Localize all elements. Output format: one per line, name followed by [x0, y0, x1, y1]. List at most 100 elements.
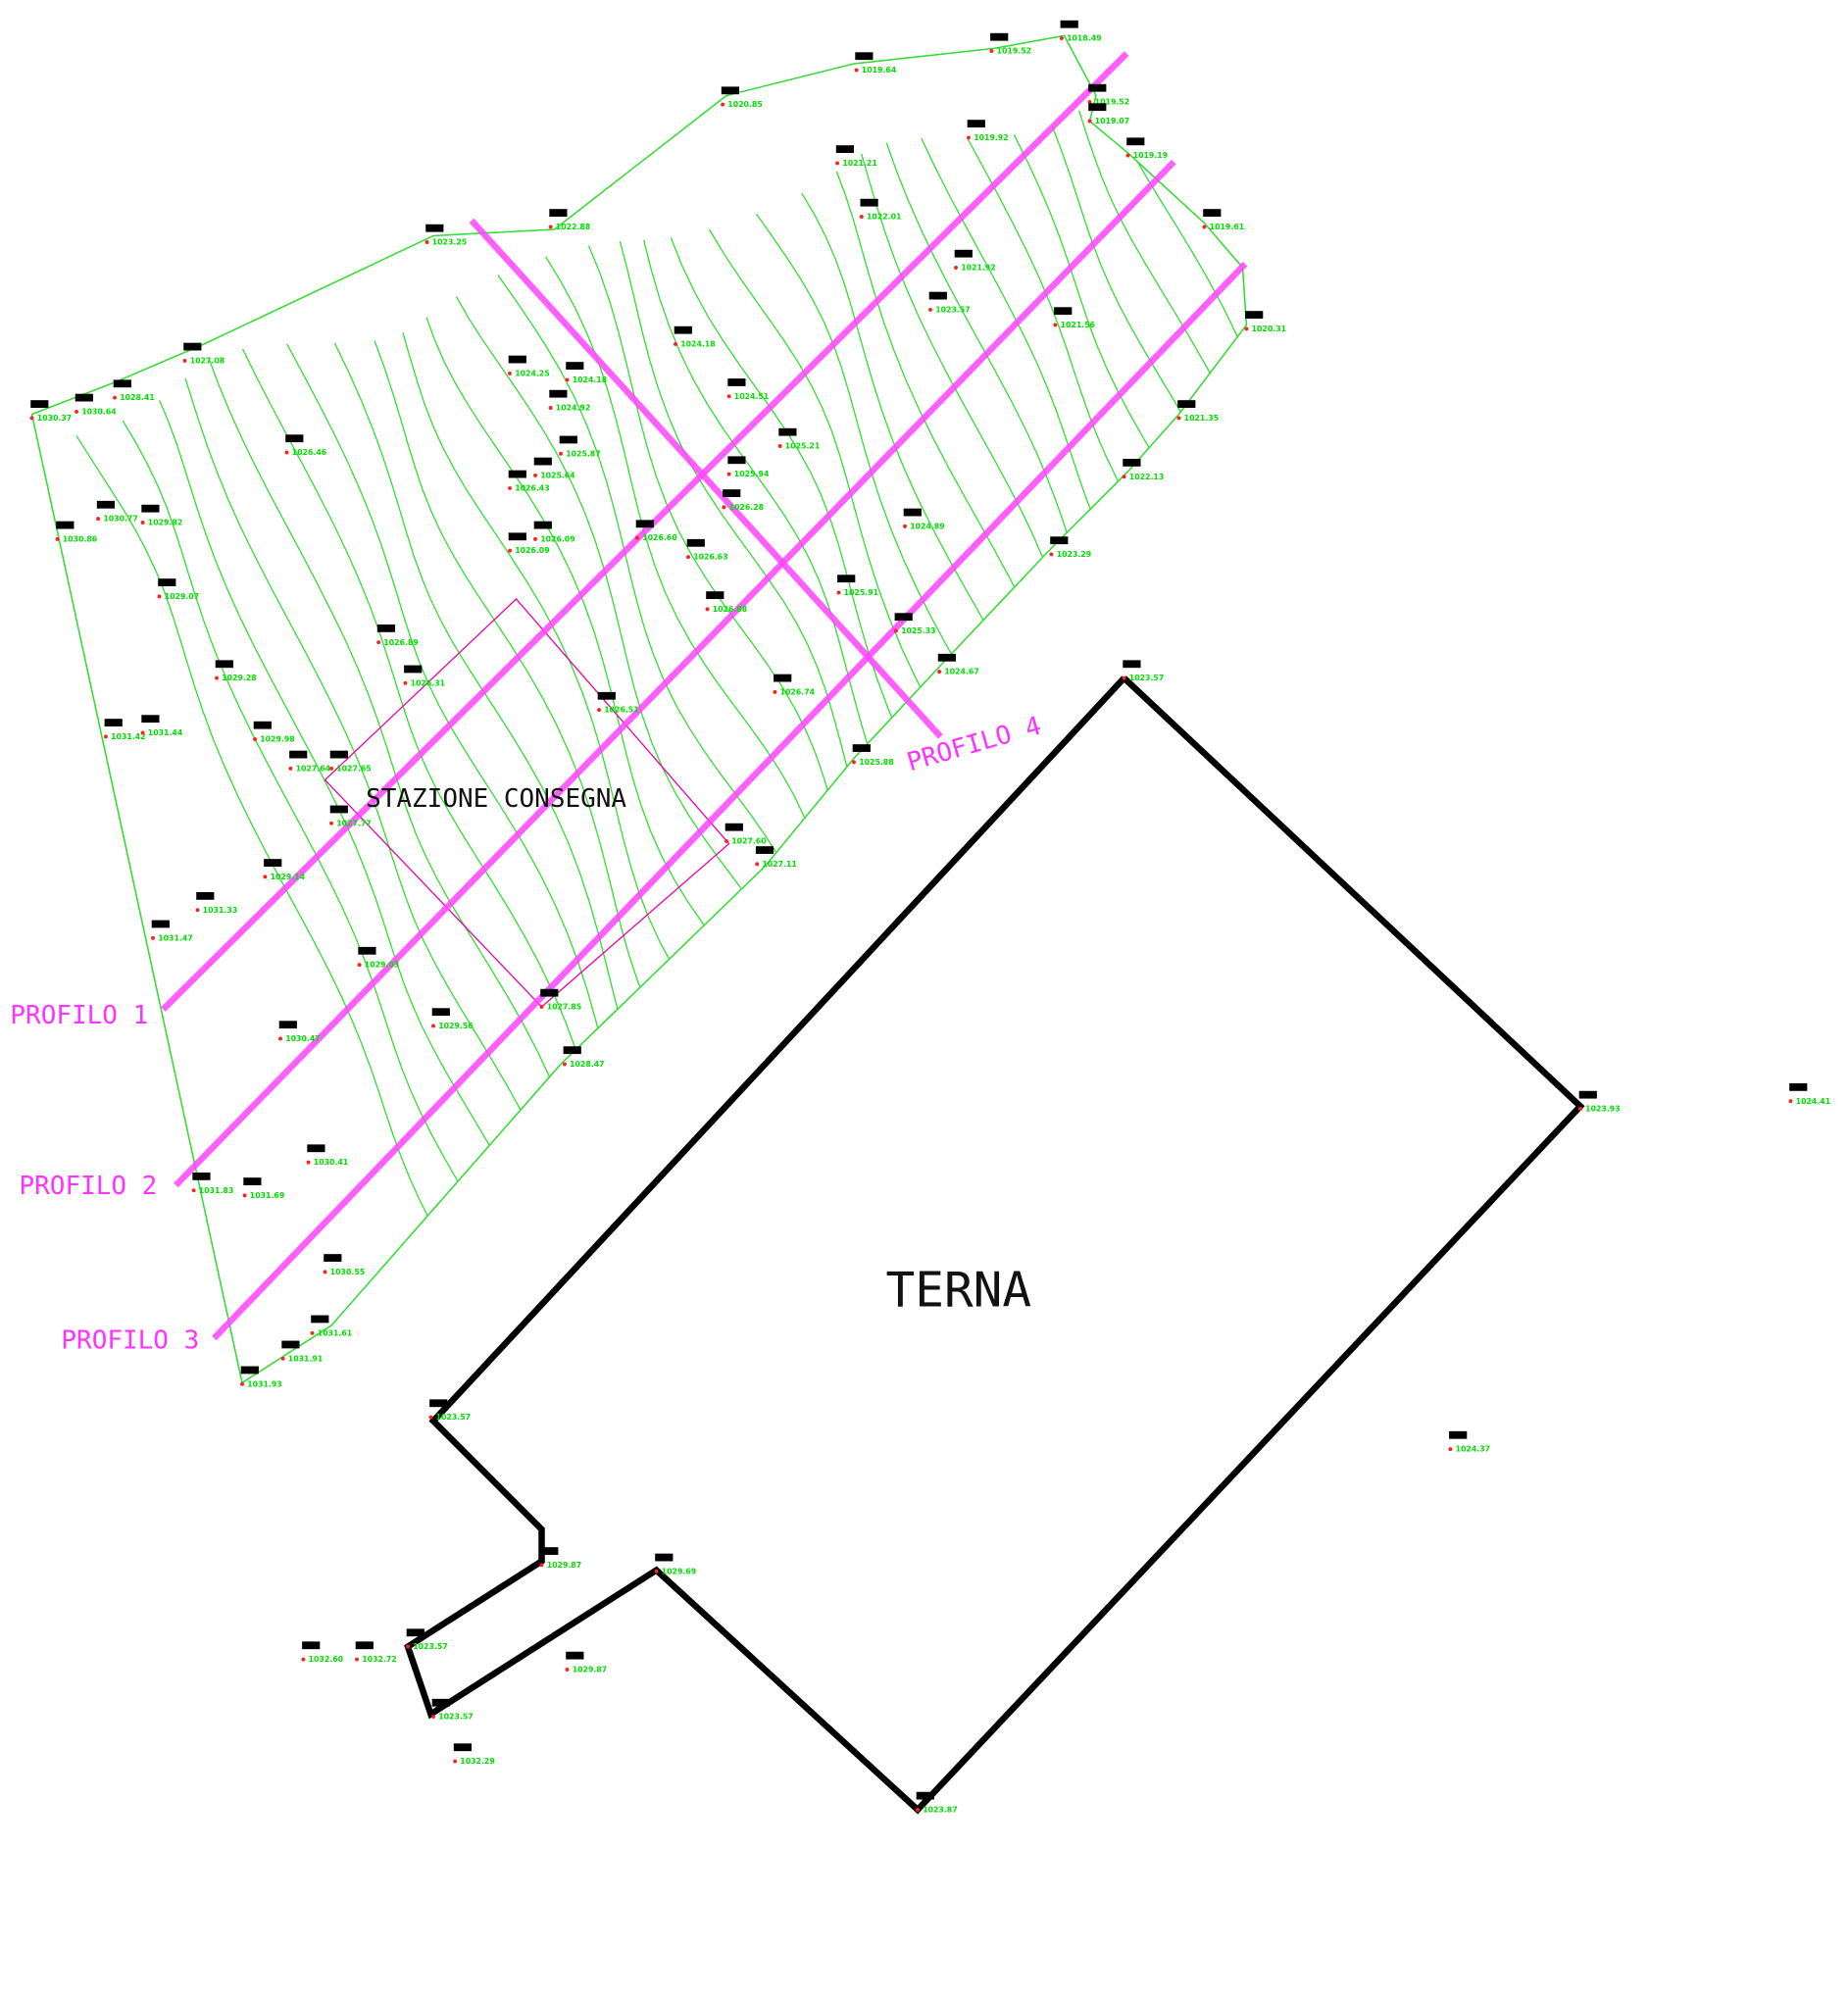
- survey-point: 1031.91: [280, 1340, 323, 1363]
- point-marker: [240, 1381, 244, 1386]
- point-marker: [635, 535, 639, 540]
- survey-point: 1021.92: [954, 249, 996, 273]
- survey-point: 1021.35: [1176, 400, 1219, 423]
- elevation-label: 1024.18: [680, 340, 715, 349]
- elevation-label: 1029.82: [148, 519, 182, 527]
- point-code: [508, 532, 526, 541]
- survey-point: 1025.64: [533, 457, 575, 479]
- survey-point: 1026.60: [635, 520, 677, 542]
- point-code: [96, 500, 116, 509]
- point-code: [289, 750, 308, 759]
- elevation-label: 1031.93: [247, 1379, 281, 1388]
- elevation-label: 1018.49: [1067, 34, 1101, 43]
- point-marker: [376, 640, 381, 645]
- point-code: [404, 665, 423, 674]
- contour-line: [1013, 133, 1247, 1136]
- point-code: [302, 1641, 321, 1650]
- point-marker: [431, 1024, 435, 1028]
- elevation-label: 1025.94: [734, 470, 770, 478]
- point-marker: [288, 766, 293, 771]
- survey-point: 1029.56: [431, 1008, 474, 1030]
- point-marker: [597, 708, 601, 713]
- point-code: [635, 520, 654, 528]
- elevation-label: 1029.03: [365, 961, 399, 970]
- elevation-label: 1023.57: [1129, 674, 1164, 682]
- point-marker: [406, 1644, 410, 1649]
- point-marker: [928, 307, 932, 312]
- elevation-label: 1025.88: [859, 758, 893, 767]
- elevation-label: 1022.13: [1129, 473, 1164, 481]
- survey-point: 1026.46: [284, 434, 326, 457]
- survey-point: 1029.14: [263, 859, 306, 881]
- point-marker: [903, 524, 907, 528]
- point-marker: [533, 536, 537, 541]
- survey-point: 1023.87: [916, 1791, 958, 1815]
- contour-line: [402, 332, 847, 1341]
- point-code: [674, 325, 692, 334]
- survey-point: 1022.88: [548, 209, 590, 231]
- elevation-label: 1026.60: [642, 533, 677, 542]
- survey-point: 1030.55: [323, 1254, 365, 1276]
- point-code: [1789, 1082, 1808, 1091]
- survey-point: 1029.98: [253, 721, 295, 744]
- survey-point: 1025.33: [893, 613, 936, 635]
- elevation-label: 1029.69: [662, 1567, 696, 1575]
- point-marker: [686, 555, 690, 560]
- point-marker: [113, 395, 117, 400]
- profile-line: [212, 261, 1248, 1341]
- elevation-label: 1030.86: [63, 534, 97, 543]
- profile-line: [469, 218, 943, 739]
- point-code: [727, 378, 746, 386]
- survey-point: 1025.87: [559, 435, 601, 458]
- point-code: [721, 86, 740, 95]
- station-label: STAZIONE CONSEGNA: [366, 784, 626, 814]
- elevation-label: 1027.65: [336, 764, 371, 773]
- elevation-label: 1030.41: [314, 1158, 348, 1167]
- point-marker: [721, 102, 725, 107]
- elevation-label: 1023.25: [432, 238, 467, 247]
- point-code: [937, 653, 956, 662]
- elevation-label: 1027.08: [190, 356, 225, 365]
- point-marker: [1202, 225, 1207, 229]
- point-marker: [722, 505, 726, 510]
- survey-point: 1019.07: [1087, 103, 1129, 125]
- point-marker: [1059, 36, 1064, 40]
- point-marker: [724, 839, 728, 843]
- elevation-label: 1024.18: [573, 375, 607, 384]
- point-code: [285, 434, 304, 443]
- survey-point: 1024.41: [1788, 1082, 1830, 1106]
- elevation-label: 1029.14: [271, 873, 306, 881]
- survey-point: 1024.92: [548, 389, 590, 413]
- point-marker: [182, 358, 187, 363]
- point-code: [727, 456, 746, 465]
- point-code: [566, 1651, 584, 1660]
- elevation-label: 1028.41: [120, 393, 154, 402]
- point-marker: [151, 935, 155, 940]
- point-code: [1449, 1430, 1468, 1439]
- elevation-label: 1024.51: [734, 392, 769, 401]
- elevation-label: 1029.87: [573, 1666, 607, 1674]
- point-marker: [29, 416, 34, 421]
- point-marker: [1448, 1447, 1453, 1452]
- point-marker: [726, 472, 731, 476]
- survey-point: 1027.65: [329, 750, 372, 773]
- contour-line: [1051, 125, 1247, 1135]
- elevation-label: 1031.91: [288, 1354, 323, 1363]
- point-code: [597, 691, 616, 700]
- point-marker: [852, 760, 856, 765]
- point-code: [1050, 536, 1069, 545]
- point-marker: [1053, 323, 1058, 327]
- elevation-label: 1024.41: [1796, 1097, 1830, 1106]
- elevation-label: 1019.92: [974, 133, 1008, 142]
- point-marker: [548, 406, 553, 410]
- elevation-label: 1025.21: [785, 442, 820, 451]
- point-marker: [1578, 1107, 1582, 1111]
- point-marker: [893, 628, 898, 633]
- contour-line: [801, 192, 1247, 1226]
- contour-line: [861, 153, 1247, 1190]
- survey-point: 1026.09: [508, 532, 550, 555]
- contour-line: [122, 420, 580, 1383]
- survey-point: 1019.92: [967, 120, 1009, 142]
- point-marker: [263, 875, 268, 879]
- point-code: [916, 1791, 934, 1800]
